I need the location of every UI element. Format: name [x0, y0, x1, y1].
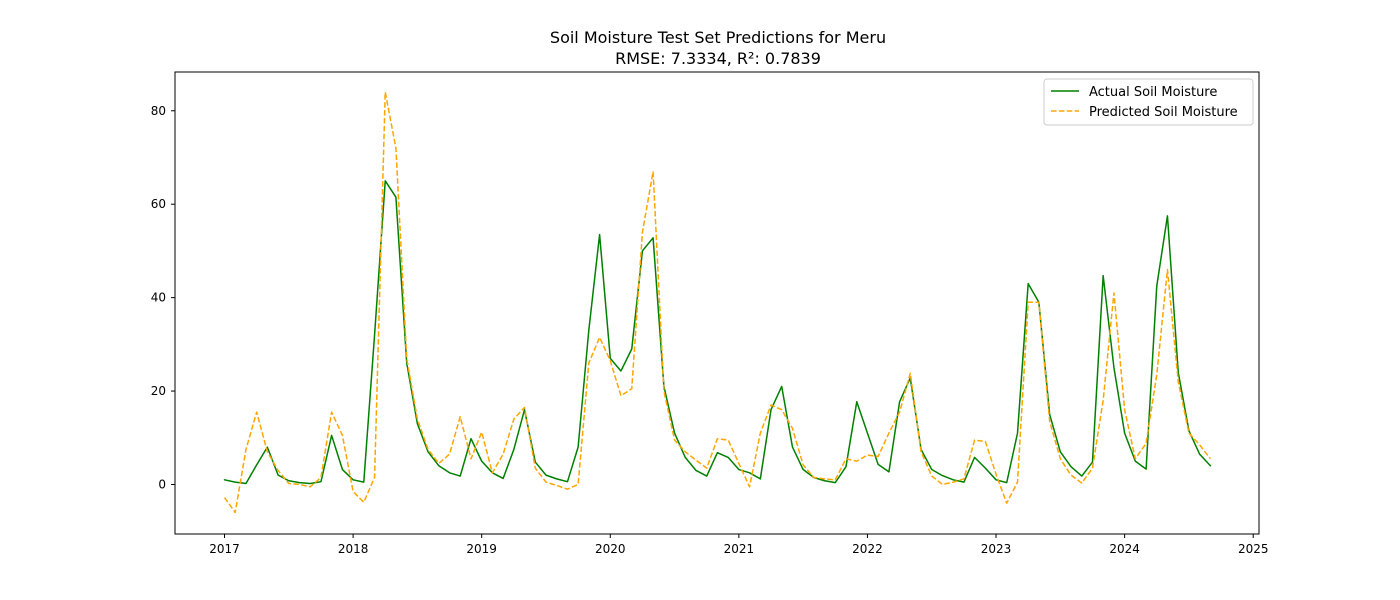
x-tick-label: 2018: [338, 542, 369, 556]
x-tick-label: 2025: [1238, 542, 1269, 556]
chart-title: Soil Moisture Test Set Predictions for M…: [550, 28, 886, 47]
y-tick-label: 60: [151, 197, 166, 211]
x-tick-label: 2020: [595, 542, 626, 556]
y-tick-label: 20: [151, 384, 166, 398]
plot-frame: [174, 71, 1260, 535]
legend-label-predicted: Predicted Soil Moisture: [1089, 105, 1238, 120]
x-tick-label: 2017: [209, 542, 240, 556]
legend: Actual Soil Moisture Predicted Soil Mois…: [1043, 78, 1254, 126]
x-tick-label: 2019: [466, 542, 497, 556]
series-line-actual: [223, 180, 1212, 485]
legend-label-actual: Actual Soil Moisture: [1089, 85, 1217, 100]
legend-box: [1043, 78, 1254, 126]
x-tick-label: 2023: [981, 542, 1012, 556]
chart-subtitle: RMSE: 7.3334, R²: 0.7839: [615, 49, 821, 68]
y-tick-label: 40: [151, 291, 166, 305]
y-tick-label: 80: [151, 104, 166, 118]
x-tick-label: 2024: [1109, 542, 1140, 556]
x-tick-label: 2021: [724, 542, 755, 556]
series-line-predicted: [223, 91, 1211, 514]
y-tick-label: 0: [158, 477, 166, 491]
axes-layer: 2017 2018 2019 2020 2021 2022 2023 2024 2025 0 20 4…: [151, 71, 1269, 556]
series-layer: [223, 91, 1212, 514]
x-tick-label: 2022: [852, 542, 883, 556]
